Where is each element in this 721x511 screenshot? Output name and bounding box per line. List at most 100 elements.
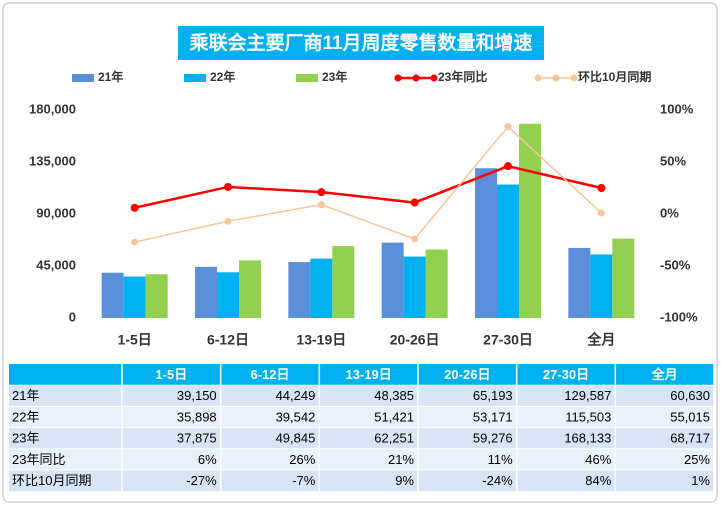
bar bbox=[590, 254, 613, 318]
y-tick-label: 0 bbox=[69, 309, 76, 324]
table-cell: 129,587 bbox=[564, 388, 611, 403]
table-row-label: 环比10月同期 bbox=[12, 473, 91, 488]
bar bbox=[475, 168, 497, 318]
bar bbox=[239, 260, 261, 318]
line-marker bbox=[317, 188, 326, 197]
bar bbox=[568, 247, 591, 318]
bar bbox=[288, 262, 311, 318]
line-marker bbox=[410, 198, 419, 207]
line-marker bbox=[597, 209, 605, 217]
bar bbox=[332, 246, 355, 318]
table-cell: 48,385 bbox=[374, 388, 414, 403]
line-marker bbox=[504, 123, 512, 131]
table-cell: 51,421 bbox=[374, 409, 414, 424]
y-tick-label: 90,000 bbox=[36, 205, 76, 220]
x-tick-label: 20-26日 bbox=[390, 332, 440, 348]
table-cell: 49,845 bbox=[276, 431, 316, 446]
table-cell: 46% bbox=[585, 452, 611, 467]
chart-title: 乘联会主要厂商11月周度零售数量和增速 bbox=[188, 31, 532, 54]
table-cell: 25% bbox=[684, 452, 710, 467]
table-header: 1-5日 bbox=[155, 367, 187, 382]
legend-label: 23年同比 bbox=[438, 69, 487, 84]
table-cell: 9% bbox=[395, 473, 414, 488]
table-header: 27-30日 bbox=[543, 367, 589, 382]
bar bbox=[145, 274, 168, 318]
table-cell: 1% bbox=[691, 473, 710, 488]
bar bbox=[612, 238, 635, 318]
table-header-bg bbox=[9, 364, 714, 386]
x-tick-label: 1-5日 bbox=[118, 332, 152, 348]
bar bbox=[310, 258, 333, 318]
table-cell: 11% bbox=[488, 452, 513, 467]
bar bbox=[403, 256, 426, 318]
table-cell: 6% bbox=[198, 452, 217, 467]
table-cell: -7% bbox=[292, 473, 316, 488]
y2-tick-label: 0% bbox=[660, 205, 679, 220]
y2-tick-label: 50% bbox=[660, 153, 686, 168]
y2-tick-label: -100% bbox=[660, 309, 698, 324]
table-cell: -24% bbox=[482, 473, 513, 488]
table-cell: 21% bbox=[388, 452, 414, 467]
legend-label: 环比10月同期 bbox=[578, 69, 651, 84]
line-marker bbox=[224, 182, 232, 191]
legend-swatch bbox=[72, 74, 94, 82]
legend-label: 23年 bbox=[322, 69, 347, 84]
table-cell: 53,171 bbox=[473, 409, 513, 424]
bar bbox=[123, 276, 146, 318]
line bbox=[134, 125, 602, 243]
bar bbox=[381, 242, 404, 318]
table-cell: 55,015 bbox=[670, 409, 710, 424]
table-cell: 115,503 bbox=[565, 409, 611, 424]
table-header: 6-12日 bbox=[250, 367, 289, 382]
table-cell: 37,875 bbox=[177, 431, 217, 446]
x-tick-label: 27-30日 bbox=[483, 332, 533, 348]
y-tick-label: 180,000 bbox=[29, 101, 76, 116]
table-row-label: 23年 bbox=[12, 431, 39, 446]
x-tick-label: 6-12日 bbox=[207, 332, 249, 348]
line-marker bbox=[597, 184, 606, 192]
bar bbox=[217, 272, 239, 318]
table-cell: 35,898 bbox=[177, 409, 217, 424]
table-row-label: 22年 bbox=[12, 409, 39, 424]
table-cell: 39,542 bbox=[276, 409, 316, 424]
line bbox=[134, 164, 602, 209]
legend-swatch bbox=[552, 74, 560, 82]
table-row-bg bbox=[9, 385, 714, 407]
legend-swatch bbox=[184, 74, 206, 82]
bar bbox=[519, 123, 541, 318]
table-cell: 62,251 bbox=[374, 431, 414, 446]
legend-swatch bbox=[430, 74, 438, 82]
y2-tick-label: 100% bbox=[660, 101, 694, 116]
table-row-bg bbox=[9, 448, 714, 470]
legend-swatch bbox=[296, 74, 318, 82]
table-cell: 65,193 bbox=[473, 388, 513, 403]
table-cell: 59,276 bbox=[473, 431, 513, 446]
line-marker bbox=[504, 162, 512, 171]
table-row-bg bbox=[9, 427, 714, 449]
table-cell: 168,133 bbox=[564, 431, 611, 446]
bar bbox=[195, 266, 217, 318]
table-cell: 39,150 bbox=[177, 388, 217, 403]
title-box bbox=[178, 26, 544, 60]
table-header: 20-26日 bbox=[444, 367, 490, 382]
legend-swatch bbox=[394, 74, 402, 82]
bar bbox=[497, 184, 519, 318]
table-row-label: 23年同比 bbox=[12, 452, 65, 467]
line-marker bbox=[317, 201, 325, 209]
table-cell: 60,630 bbox=[670, 388, 710, 403]
table-cell: 84% bbox=[585, 473, 611, 488]
x-tick-label: 13-19日 bbox=[296, 332, 346, 348]
y-tick-label: 135,000 bbox=[29, 153, 76, 168]
table-cell: 68,717 bbox=[670, 431, 710, 446]
table-row-bg bbox=[9, 406, 714, 428]
legend-swatch bbox=[534, 74, 542, 82]
line-marker bbox=[131, 238, 139, 246]
legend-swatch bbox=[412, 74, 420, 82]
table-cell: -27% bbox=[186, 473, 217, 488]
bar bbox=[101, 272, 124, 318]
legend-label: 22年 bbox=[210, 69, 235, 84]
legend-swatch bbox=[570, 74, 578, 82]
line-marker bbox=[130, 203, 139, 212]
